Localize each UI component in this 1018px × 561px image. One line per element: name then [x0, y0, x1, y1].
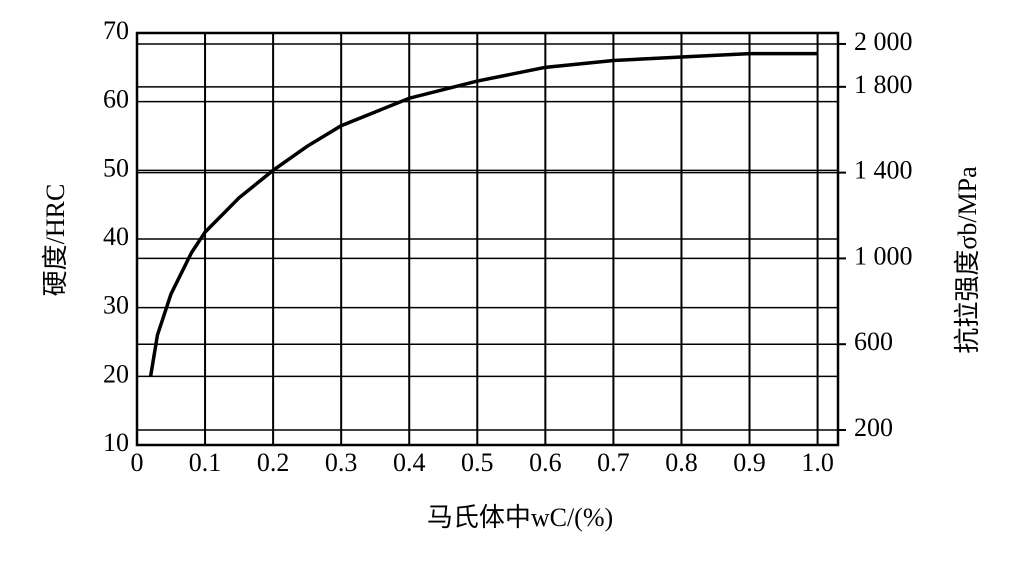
y2-tick-label: 2 000: [854, 27, 913, 56]
y2-tick-label: 600: [854, 327, 893, 356]
y-tick-label: 20: [103, 359, 129, 388]
x-tick-label: 0.6: [529, 448, 562, 477]
x-tick-label: 0.4: [393, 448, 426, 477]
x-tick-label: 1.0: [801, 448, 834, 477]
x-tick-label: 0.1: [189, 448, 222, 477]
x-tick-label: 0.3: [325, 448, 358, 477]
x-tick-label: 0.8: [665, 448, 698, 477]
y2-tick-label: 1 800: [854, 70, 913, 99]
x-tick-label: 0: [131, 448, 144, 477]
y2-tick-label: 1 000: [854, 241, 913, 270]
y-tick-label: 30: [103, 291, 129, 320]
y2-tick-label: 200: [854, 413, 893, 442]
x-tick-label: 0.5: [461, 448, 494, 477]
x-tick-label: 0.7: [597, 448, 630, 477]
y-tick-label: 10: [103, 428, 129, 457]
y-tick-label: 70: [103, 16, 129, 45]
y2-axis-label: 抗拉强度σb/MPa: [953, 166, 982, 354]
y-tick-label: 60: [103, 85, 129, 114]
y-tick-label: 40: [103, 222, 129, 251]
y-tick-label: 50: [103, 153, 129, 182]
line: [148, 51, 818, 377]
x-axis-label: 马氏体中wC/(%): [427, 503, 613, 532]
x-tick-label: 0.9: [733, 448, 766, 477]
y-axis-label: 硬度/HRC: [41, 184, 70, 297]
x-tick-label: 0.2: [257, 448, 290, 477]
y2-tick-label: 1 400: [854, 156, 913, 185]
plot-frame: [135, 31, 840, 447]
